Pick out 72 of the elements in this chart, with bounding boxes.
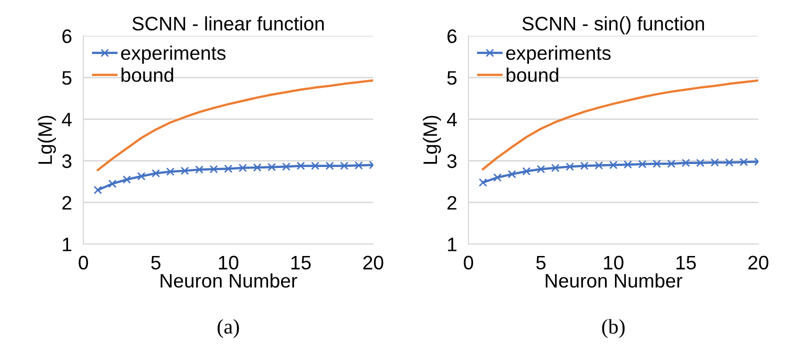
- x-tick-label: 5: [151, 256, 160, 270]
- point: [566, 162, 574, 171]
- point: [667, 160, 676, 168]
- y-tick-label: 1: [62, 238, 72, 252]
- point: [551, 164, 560, 172]
- y-tick-label: 5: [447, 71, 457, 85]
- point: [340, 162, 348, 170]
- point: [238, 164, 247, 172]
- point: [710, 158, 719, 167]
- x-tick-label: 20: [363, 256, 384, 270]
- point: [696, 158, 704, 168]
- x-axis-title: Neuron Number: [160, 273, 298, 288]
- text: (b): [602, 319, 625, 338]
- y-tick-label: 6: [448, 29, 456, 44]
- point: [682, 158, 690, 168]
- x-tick-label: 10: [604, 256, 624, 270]
- point: [725, 158, 734, 167]
- point: [268, 162, 276, 172]
- point: [638, 160, 647, 168]
- x-axis-title: Neuron Number: [546, 273, 682, 288]
- point: [493, 173, 502, 182]
- legend-label: bound: [506, 68, 558, 82]
- point: [122, 175, 132, 184]
- legend-label: experiments: [506, 46, 611, 64]
- y-tick-label: 2: [448, 196, 456, 210]
- point: [609, 160, 618, 170]
- point: [740, 158, 748, 166]
- point: [311, 162, 320, 170]
- point: [137, 172, 146, 180]
- x-tick-label: 0: [78, 256, 88, 270]
- point: [522, 167, 531, 176]
- y-tick-label: 3: [62, 154, 72, 168]
- legend-label: experiments: [121, 46, 226, 64]
- y-tick-label: 4: [446, 112, 457, 126]
- chart-title: SCNN - sin() function: [522, 16, 704, 34]
- point: [326, 162, 334, 170]
- y-tick-label: 3: [447, 154, 456, 168]
- point: [594, 161, 604, 170]
- y-tick-label: 1: [448, 238, 456, 252]
- text: (a): [218, 319, 239, 338]
- y-tick-label: 5: [62, 71, 72, 85]
- y-tick-label: 2: [62, 196, 72, 210]
- point: [108, 180, 117, 188]
- point: [478, 178, 488, 187]
- point: [354, 161, 363, 170]
- point: [224, 164, 232, 173]
- point: [210, 164, 218, 174]
- point: [296, 162, 305, 170]
- x-tick-label: 20: [748, 256, 768, 270]
- point: [624, 160, 632, 169]
- point: [180, 166, 189, 175]
- legend-label: bound: [122, 68, 174, 82]
- point: [536, 164, 546, 174]
- point: [94, 186, 102, 194]
- y-axis-title: Lg(M): [422, 116, 441, 164]
- point: [508, 170, 516, 178]
- x-tick-label: 5: [536, 256, 546, 270]
- y-axis-title: Lg(M): [38, 116, 56, 164]
- point: [282, 162, 290, 171]
- chart-title: SCNN - linear function: [132, 16, 324, 31]
- x-tick-label: 15: [291, 256, 311, 270]
- point: [580, 162, 589, 170]
- y-tick-label: 4: [62, 112, 72, 126]
- x-tick-label: 0: [464, 256, 474, 270]
- point: [195, 165, 204, 174]
- point: [253, 163, 262, 172]
- y-tick-label: 6: [62, 29, 72, 44]
- point: [166, 167, 174, 176]
- point: [652, 160, 662, 168]
- x-tick-label: 10: [218, 256, 238, 270]
- point: [152, 169, 160, 178]
- x-tick-label: 15: [676, 256, 696, 270]
